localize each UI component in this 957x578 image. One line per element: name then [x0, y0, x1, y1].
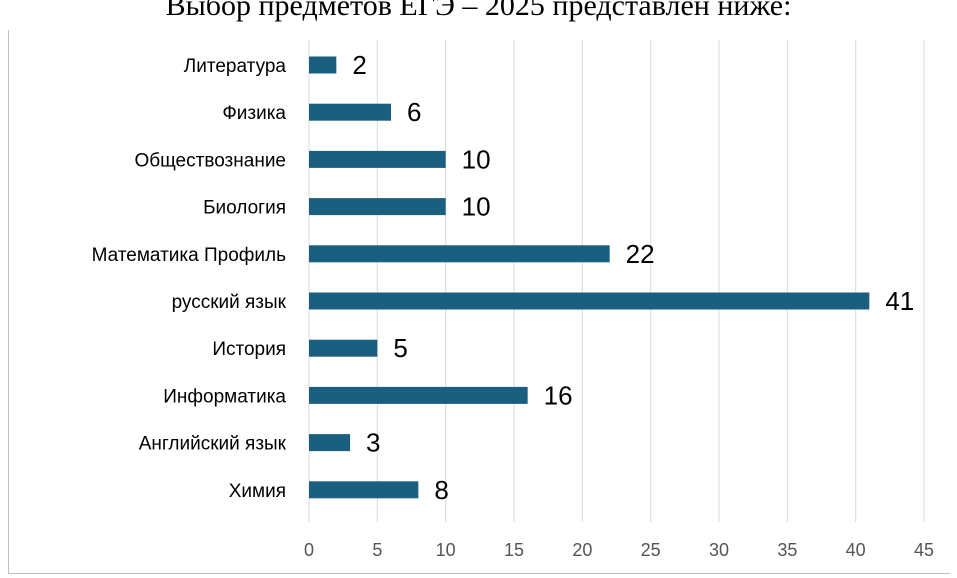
bar	[309, 386, 528, 404]
x-tick-labels: 0 5 10 15 20 25 30 35 40 45	[304, 540, 934, 560]
value-label: 5	[393, 333, 407, 363]
category-label: Информатика	[163, 386, 286, 407]
value-label: 3	[366, 428, 380, 458]
category-label: Физика	[222, 103, 286, 124]
value-label: 10	[462, 144, 491, 174]
category-label: История	[212, 339, 286, 360]
value-labels: 2 6 10 10 22 41 5 16 3 8	[352, 50, 914, 505]
value-label: 8	[434, 475, 448, 505]
category-label: Математика Профиль	[92, 245, 286, 266]
bar	[309, 103, 391, 121]
chart-frame	[8, 30, 950, 574]
x-tick-label: 5	[372, 540, 382, 560]
x-tick-label: 35	[777, 540, 797, 560]
category-label: Обществознание	[134, 150, 286, 171]
category-label: Химия	[229, 481, 286, 502]
bar	[309, 198, 446, 216]
value-label: 22	[626, 239, 655, 269]
value-label: 41	[885, 286, 914, 316]
x-tick-label: 10	[436, 540, 456, 560]
bar	[309, 434, 350, 452]
x-tick-label: 40	[846, 540, 866, 560]
category-label: Английский язык	[139, 434, 287, 455]
bar	[309, 339, 378, 357]
category-label: Литература	[184, 56, 287, 77]
category-labels: Литература Физика Обществознание Биология Ма…	[92, 56, 287, 502]
bar	[309, 292, 870, 310]
grid-lines	[308, 40, 925, 522]
bar	[309, 56, 337, 74]
x-tick-label: 20	[572, 540, 592, 560]
value-label: 6	[407, 97, 421, 127]
category-label: русский язык	[172, 292, 287, 313]
value-label: 2	[352, 50, 366, 80]
x-tick-label: 0	[304, 540, 314, 560]
x-tick-label: 30	[709, 540, 729, 560]
x-tick-label: 45	[914, 540, 934, 560]
bar	[309, 150, 446, 168]
bars	[309, 56, 870, 499]
value-label: 10	[462, 192, 491, 222]
x-tick-label: 15	[504, 540, 524, 560]
bar	[309, 481, 419, 499]
category-label: Биология	[203, 198, 286, 219]
value-label: 16	[544, 380, 573, 410]
bar	[309, 245, 610, 263]
chart-caption: Выбор предметов ЕГЭ – 2025 представлен н…	[165, 0, 792, 22]
x-tick-label: 25	[641, 540, 661, 560]
